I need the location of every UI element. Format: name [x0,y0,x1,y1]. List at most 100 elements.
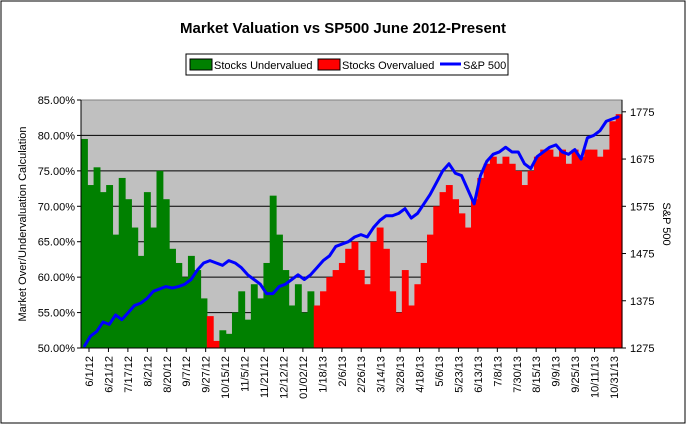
bar-undervalued [150,227,158,348]
bar-undervalued [187,255,195,348]
sp500-point [347,240,350,243]
sp500-point [290,278,293,281]
x-tick-label: 1/18/13 [317,356,329,393]
x-tick-label: 7/8/13 [492,356,504,387]
x-tick-label: 3/28/13 [395,356,407,393]
x-tick-label: 9/27/12 [201,356,213,393]
bar-undervalued [194,270,202,348]
legend-undervalued-swatch [189,58,213,71]
sp500-point [580,158,582,160]
sp500-point [391,214,394,217]
x-tick-label: 10/11/13 [590,356,602,398]
bar-overvalued [565,163,573,348]
sp500-point [341,243,343,245]
x-tick-label: 7/30/13 [512,356,524,393]
sp500-point [523,162,526,165]
bar-overvalued [596,156,604,348]
bar-overvalued [502,156,510,348]
sp500-point [139,302,142,304]
sp500-point [133,304,136,307]
sp500-point [529,167,532,170]
bar-undervalued [294,284,302,348]
bar-overvalued [452,199,460,348]
bar-overvalued [395,312,403,348]
left-tick-label: 60.00% [38,272,76,284]
sp500-point [599,129,601,132]
left-axis-title: Market Over/Undervaluation Calculation [17,126,29,321]
sp500-point [221,264,224,267]
x-tick-label: 9/7/12 [181,356,193,387]
bar-undervalued [99,192,107,348]
sp500-point [353,236,356,238]
sp500-point [404,207,406,210]
bar-undervalued [106,185,114,348]
bar-overvalued [213,340,220,348]
x-tick-label: 6/21/12 [103,356,115,393]
sp500-point [171,287,174,289]
bar-undervalued [301,312,309,348]
bar-undervalued [263,262,271,348]
x-tick-label: 5/23/13 [453,356,465,393]
bar-undervalued [118,177,126,348]
sp500-point [278,285,280,288]
legend-overvalued-label: Stocks Overvalued [342,60,434,72]
sp500-point [448,162,450,165]
bar-undervalued [81,138,88,348]
sp500-point [83,345,85,348]
legend-box [185,53,509,76]
left-tick-label: 70.00% [38,201,76,213]
right-tick-label: 1475 [630,249,654,261]
bar-undervalued [125,199,132,348]
right-tick-label: 1575 [630,201,654,213]
bar-overvalued [376,227,384,348]
x-tick-label: 12/12/12 [278,356,290,399]
sp500-point [379,219,381,222]
sp500-point [460,174,463,177]
sp500-point [536,155,538,158]
left-tick-label: 85.00% [38,95,76,107]
bar-overvalued [559,149,566,348]
bar-undervalued [112,234,120,348]
x-tick-label: 6/1/12 [84,356,96,387]
sp500-point [586,136,589,139]
sp500-point [209,259,211,262]
sp500-point [183,283,186,286]
bar-undervalued [307,291,315,348]
bar-overvalued [382,248,390,348]
bar-undervalued [219,330,227,348]
bar-overvalued [326,277,334,348]
sp500-point [618,115,620,118]
x-tick-label: 2/26/13 [356,356,368,393]
bar-overvalued [527,170,535,348]
x-tick-label: 11/21/12 [259,356,271,398]
bar-overvalued [401,270,409,348]
bar-overvalued [489,156,497,348]
sp500-point [102,321,104,323]
left-axis-ticks: 50.00% 55.00% 60.00% 65.00% 70.00% 75.00% 80.0… [38,95,81,355]
sp500-point [108,323,111,326]
bar-undervalued [169,248,176,348]
bar-undervalued [250,284,258,348]
bar-overvalued [521,185,529,348]
sp500-point [592,134,595,137]
bar-overvalued [464,227,472,348]
bar-undervalued [143,192,151,348]
sp500-point [467,188,469,191]
sp500-point [429,193,431,196]
bar-overvalued [540,149,548,348]
sp500-point [196,269,199,271]
sp500-point [416,212,419,215]
sp500-point [152,290,155,293]
sp500-point [158,288,161,290]
legend-undervalued-label: Stocks Undervalued [214,60,312,72]
x-tick-label: 7/17/12 [123,356,135,393]
x-tick-label: 9/9/13 [551,356,563,387]
sp500-point [555,144,557,146]
sp500-point [146,297,148,300]
sp500-point [360,233,362,236]
sp500-point [397,212,400,215]
x-tick-label: 01/02/12 [298,356,310,399]
right-tick-label: 1775 [630,107,654,119]
sp500-point [190,278,192,281]
